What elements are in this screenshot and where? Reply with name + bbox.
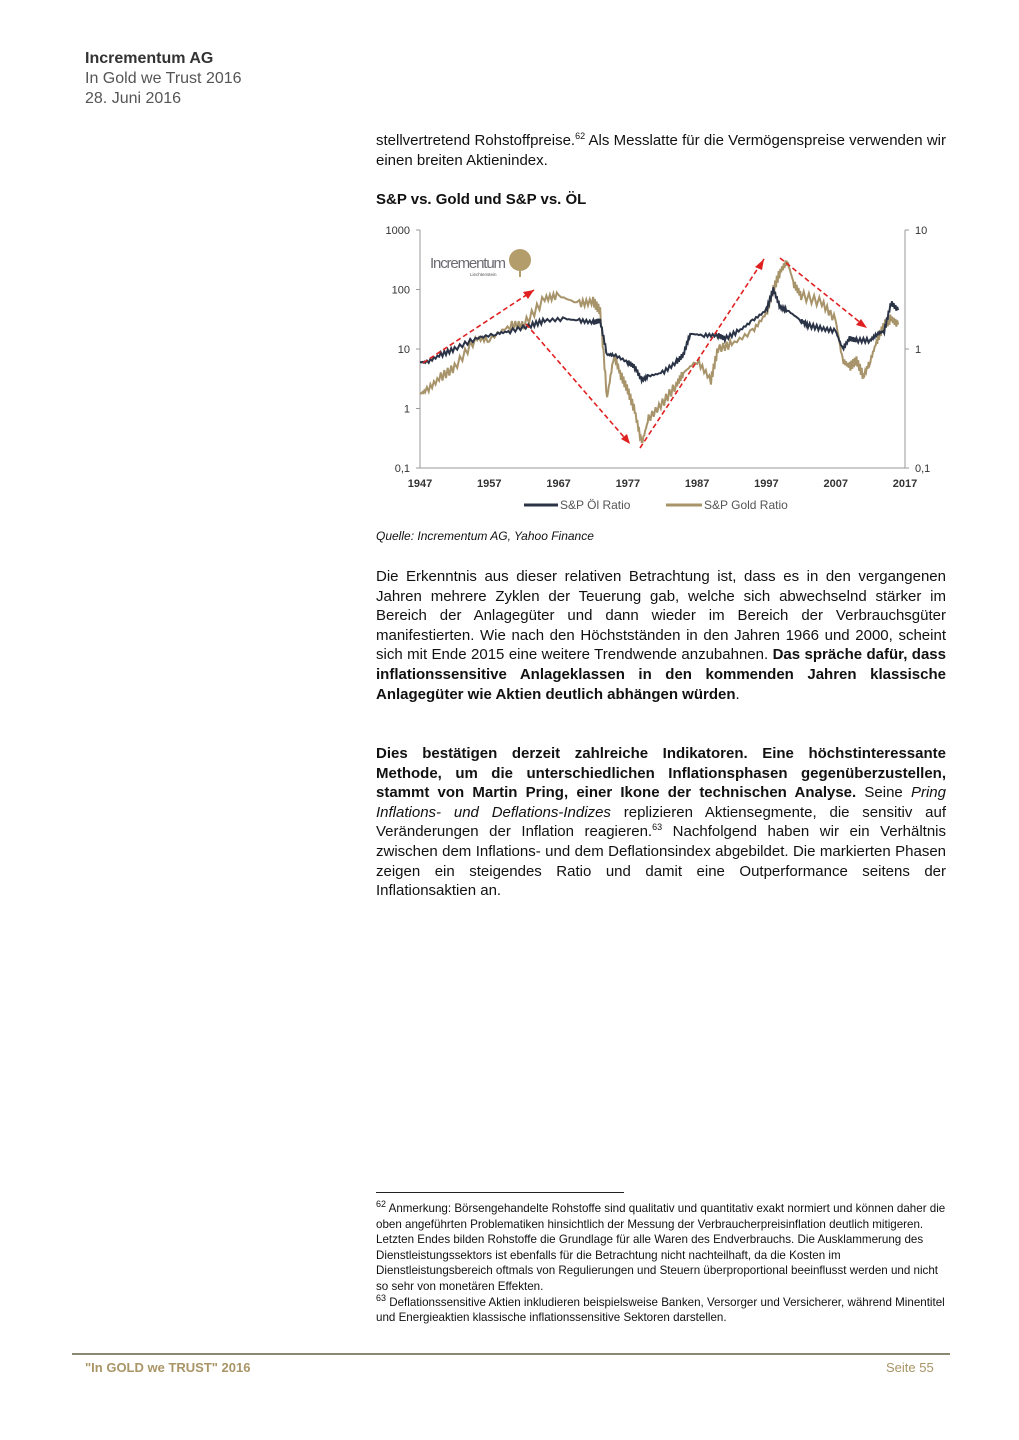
intro-text: stellvertretend Rohstoffpreise. xyxy=(376,132,576,149)
para-text: Nachfolgend haben wir ein Verhältnis zwi… xyxy=(376,823,946,900)
logo-text: Incrementum xyxy=(430,255,506,272)
logo: Incrementum Liechtenstein xyxy=(430,249,531,277)
page-number: Seite 55 xyxy=(886,1360,934,1375)
footnote: 62 Anmerkung: Börsengehandelte Rohstoffe… xyxy=(376,1199,946,1295)
footer-title: "In GOLD we TRUST" 2016 xyxy=(85,1360,251,1375)
left-tick-label: 1 xyxy=(404,404,410,416)
legend: S&P Öl Ratio S&P Gold Ratio xyxy=(524,498,788,512)
arrowheads xyxy=(523,259,867,444)
para-bold-text: Das spräche dafür, dass inflationssensit… xyxy=(376,646,946,703)
footnote-number: 62 xyxy=(376,1199,387,1210)
x-tick-label: 2007 xyxy=(823,478,847,490)
right-tick-label: 1 xyxy=(915,344,921,356)
intro-text-2: Als Messlatte für die Vermögenspreise ve… xyxy=(376,132,946,169)
logo-subtext: Liechtenstein xyxy=(470,272,497,277)
x-tick-label: 1987 xyxy=(685,478,709,490)
trend-arrow xyxy=(779,257,868,329)
para-text: replizieren Aktiensegmente, die sensitiv… xyxy=(376,803,946,841)
page-header: Incrementum AG In Gold we Trust 2016 28.… xyxy=(85,49,242,109)
trend-arrow xyxy=(422,289,535,364)
trend-arrows xyxy=(422,257,868,449)
footnote-divider xyxy=(376,1192,624,1193)
para-bold-text: Dies bestätigen derzeit zahlreiche Indik… xyxy=(376,745,946,802)
footnotes: 62 Anmerkung: Börsengehandelte Rohstoffe… xyxy=(376,1199,946,1326)
series-line-gold xyxy=(419,260,900,444)
chart-source: Quelle: Incrementum AG, Yahoo Finance xyxy=(376,529,594,543)
right-tick-label: 10 xyxy=(915,225,927,237)
company-name: Incrementum AG xyxy=(85,50,214,67)
left-tick-label: 100 xyxy=(392,285,410,297)
x-tick-label: 2017 xyxy=(893,478,917,490)
chart: 1000 100 10 1 0,1 10 1 0,1 1947 1957 1967 1977 1987 1… xyxy=(372,212,942,517)
paragraph: Dies bestätigen derzeit zahlreiche Indik… xyxy=(376,744,946,901)
report-date: 28. Juni 2016 xyxy=(85,90,182,107)
x-tick-label: 1977 xyxy=(616,478,640,490)
report-title: In Gold we Trust 2016 xyxy=(85,70,242,87)
footnote-text: Deflationssensitive Aktien inkludieren b… xyxy=(376,1295,945,1325)
x-tick-label: 1967 xyxy=(546,478,570,490)
footnote-number: 63 xyxy=(376,1292,387,1303)
intro-paragraph: stellvertretend Rohstoffpreise.62 Als Me… xyxy=(376,131,946,170)
trend-arrow xyxy=(525,323,631,445)
x-tick-label: 1957 xyxy=(477,478,501,490)
x-tick-label: 1947 xyxy=(408,478,432,490)
para-text: Seine xyxy=(856,784,911,802)
para-text: Die Erkenntnis aus dieser relativen Betr… xyxy=(376,568,946,664)
left-tick-label: 10 xyxy=(398,344,410,356)
x-tick-label: 1997 xyxy=(754,478,778,490)
left-tick-label: 1000 xyxy=(386,225,410,237)
legend-label-oil: S&P Öl Ratio xyxy=(560,498,631,512)
footnote: 63 Deflationssensitive Aktien inkludiere… xyxy=(376,1292,946,1326)
footnote-ref: 63 xyxy=(652,822,663,833)
right-tick-label: 0,1 xyxy=(915,463,930,475)
footnote-ref: 62 xyxy=(575,131,586,141)
para-end: . xyxy=(735,685,740,703)
series-line-oil xyxy=(419,287,900,385)
chart-title: S&P vs. Gold und S&P vs. ÖL xyxy=(376,191,587,208)
para-italic-text: Pring Inflations- und Deflations-Indizes xyxy=(376,784,946,821)
paragraph: Die Erkenntnis aus dieser relativen Betr… xyxy=(376,567,946,704)
footer-divider xyxy=(72,1353,950,1355)
legend-label-gold: S&P Gold Ratio xyxy=(704,498,788,512)
trend-arrow xyxy=(639,258,765,449)
footnote-text: Anmerkung: Börsengehandelte Rohstoffe si… xyxy=(376,1202,946,1293)
tree-icon xyxy=(509,249,531,271)
left-tick-label: 0,1 xyxy=(395,463,410,475)
